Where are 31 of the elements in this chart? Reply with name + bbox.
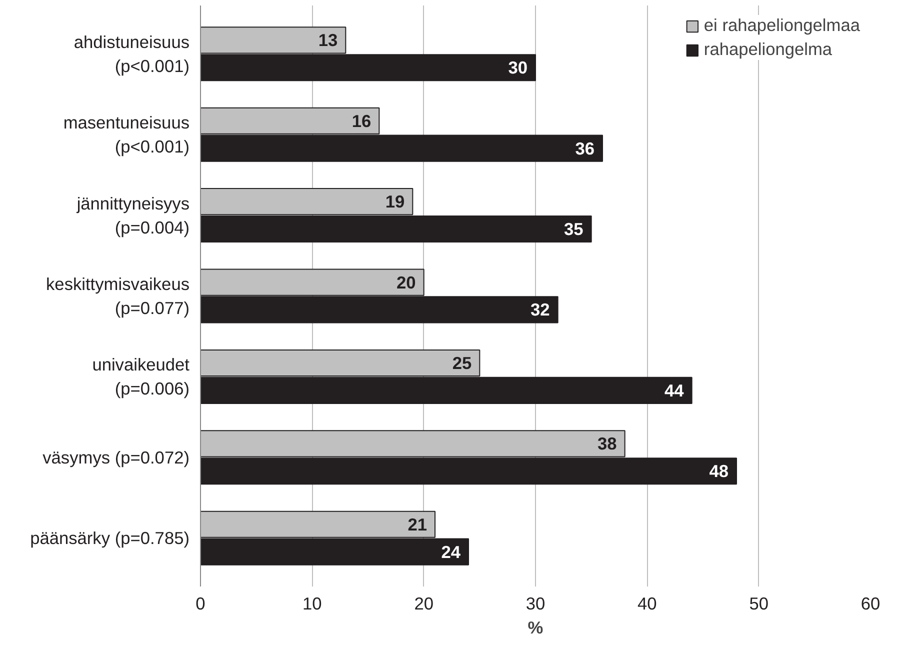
x-tick-label: 10 <box>302 594 322 614</box>
y-tick-label: ahdistuneisuus (p<0.001) <box>74 32 190 76</box>
legend-label: ei rahapeliongelmaa <box>704 15 860 36</box>
data-label: 30 <box>508 58 528 78</box>
x-tick-label: 0 <box>196 594 206 614</box>
data-label: 16 <box>352 110 372 131</box>
x-tick-label: 60 <box>860 594 880 614</box>
data-label: 35 <box>564 219 584 240</box>
data-label: 38 <box>598 434 618 454</box>
y-tick-label: jännittyneisyys (p=0.004) <box>76 193 190 238</box>
x-tick-label: 30 <box>526 594 546 614</box>
data-label: 20 <box>396 272 416 292</box>
data-label: 44 <box>664 380 684 400</box>
x-tick-label: 20 <box>414 594 434 614</box>
x-tick-label: 40 <box>638 594 657 614</box>
x-tick-label: 50 <box>749 594 768 614</box>
data-label: 13 <box>318 30 338 50</box>
data-label: 25 <box>452 352 472 373</box>
y-tick-label: univaikeudet (p=0.006) <box>92 354 190 399</box>
legend-label: rahapeliongelma <box>704 39 832 60</box>
x-axis-title: % <box>528 618 544 638</box>
y-tick-label: masentuneisuus (p<0.001) <box>63 112 190 157</box>
data-label: 24 <box>441 542 461 562</box>
y-tick-label: keskittymisvaikeus (p=0.077) <box>46 274 190 318</box>
data-label: 32 <box>530 300 550 320</box>
data-label: 36 <box>575 138 595 158</box>
data-label: 48 <box>709 461 729 482</box>
y-tick-label: väsymys (p=0.072) <box>42 447 190 468</box>
y-tick-label: päänsärky (p=0.785) <box>30 528 190 548</box>
data-label: 19 <box>385 192 405 212</box>
data-label: 21 <box>408 514 428 534</box>
